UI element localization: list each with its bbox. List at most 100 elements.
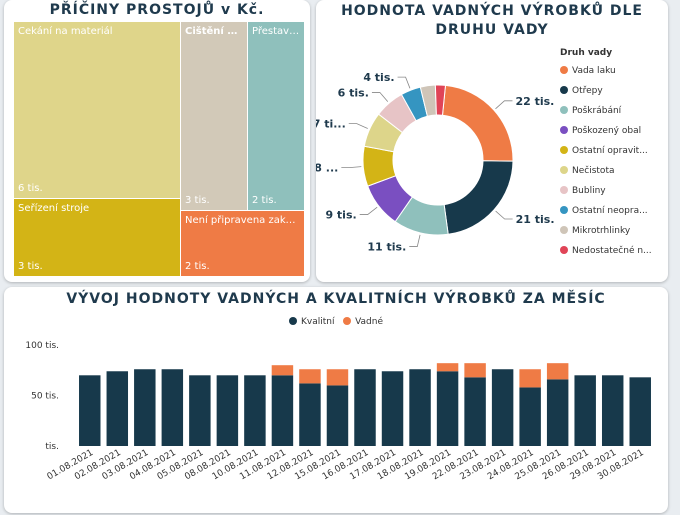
bar-kvalitni[interactable] xyxy=(436,371,459,446)
donut-slice[interactable] xyxy=(434,84,447,116)
treemap-tile[interactable]: Přestavb... 2 tis. xyxy=(248,22,304,210)
tile-label: Seřízení stroje xyxy=(18,203,90,214)
donut-title-line: HODNOTA VADNÝCH VÝROBKŮ DLE xyxy=(341,3,643,19)
y-tick-label: 100 tis. xyxy=(25,341,59,351)
treemap-tile[interactable]: Není připravena zakázk... 2 tis. xyxy=(181,211,304,276)
bar-kvalitni[interactable] xyxy=(546,379,569,446)
donut-legend-item[interactable]: Nedostatečné n... xyxy=(560,246,652,256)
bar-kvalitni[interactable] xyxy=(189,375,211,446)
y-tick-label: tis. xyxy=(45,442,59,452)
donut-data-label: 6 tis. xyxy=(338,87,369,100)
bar-kvalitni[interactable] xyxy=(519,387,541,446)
donut-title-line: DRUHU VADY xyxy=(435,22,549,38)
bar-kvalitni[interactable] xyxy=(244,375,266,446)
donut-leader-line xyxy=(495,100,513,110)
bar-vadne[interactable] xyxy=(546,363,569,380)
bar-vadne[interactable] xyxy=(326,369,349,386)
bar-kvalitni[interactable] xyxy=(106,371,129,446)
legend-dot xyxy=(288,317,297,325)
donut-data-label: 21 tis. xyxy=(516,213,555,226)
donut-legend-item[interactable]: Nečistota xyxy=(560,166,615,176)
donut-leader-line xyxy=(397,76,411,89)
donut-legend-item[interactable]: Mikrotrhlinky xyxy=(560,226,630,236)
donut-legend-item[interactable]: Ostatní opravit... xyxy=(560,146,648,156)
legend-label: Mikrotrhlinky xyxy=(572,226,631,236)
bar-kvalitni[interactable] xyxy=(326,385,349,446)
legend-label: Poškrábání xyxy=(572,106,622,116)
legend-dot xyxy=(560,66,568,74)
legend-dot xyxy=(560,206,568,214)
bar-kvalitni[interactable] xyxy=(464,377,486,446)
bar-chart: 100 tis.50 tis.tis.01.08.202102.08.20210… xyxy=(25,341,651,482)
legend-label: Ostatní neopra... xyxy=(572,206,648,216)
donut-data-label: 8 ... xyxy=(316,162,338,175)
bar-vadne[interactable] xyxy=(464,363,486,378)
bar-kvalitni[interactable] xyxy=(354,369,376,446)
donut-legend-item[interactable]: Poškozený obal xyxy=(560,126,641,136)
treemap-card: PŘÍČINY PROSTOJŮ v Kč. Čekání na materiá… xyxy=(4,0,310,282)
tile-label: Přestavb... xyxy=(252,26,300,37)
bar-vadne[interactable] xyxy=(299,369,321,384)
donut-leader-line xyxy=(495,210,513,220)
donut-chart: 22 tis. 21 tis. 11 tis. 9 tis. 8 ... 7 ti... 6… xyxy=(316,71,555,253)
legend-label: Kvalitní xyxy=(300,317,335,327)
tile-label: Čištění str... xyxy=(185,26,243,37)
bar-kvalitni[interactable] xyxy=(161,369,184,446)
treemap-tile[interactable]: Seřízení stroje 3 tis. xyxy=(14,199,180,276)
donut-leader-line xyxy=(348,123,368,129)
bar-legend: Kvalitní Vadné xyxy=(4,317,668,327)
bar-vadne[interactable] xyxy=(271,365,294,376)
bar-kvalitni[interactable] xyxy=(381,371,404,446)
treemap-tile[interactable]: Čekání na materiál 6 tis. xyxy=(14,22,180,198)
legend-label: Bubliny xyxy=(572,186,606,196)
tile-value: 2 tis. xyxy=(185,261,210,272)
bar-vadne[interactable] xyxy=(436,363,459,372)
bar-kvalitni[interactable] xyxy=(491,369,514,446)
bar-kvalitni[interactable] xyxy=(629,377,651,446)
donut-leader-line xyxy=(359,206,378,215)
donut-legend-item[interactable]: Otřepy xyxy=(560,86,603,96)
legend-dot xyxy=(560,106,568,114)
donut-data-label: 7 ti... xyxy=(316,118,346,131)
legend-dot xyxy=(343,317,352,325)
bar-vadne[interactable] xyxy=(519,369,541,388)
legend-dot xyxy=(560,246,568,254)
donut-title: HODNOTA VADNÝCH VÝROBKŮ DLE DRUHU VADY xyxy=(316,2,668,40)
bar-kvalitni[interactable] xyxy=(409,369,431,446)
donut-leader-line xyxy=(409,234,421,247)
tile-value: 3 tis. xyxy=(185,195,210,206)
treemap-tile[interactable]: Čištění str... 3 tis. xyxy=(181,22,247,210)
donut-legend-item[interactable]: Ostatní neopra... xyxy=(560,206,648,216)
legend-item-kvalitni[interactable]: Kvalitní xyxy=(288,317,335,327)
donut-legend-item[interactable]: Poškrábání xyxy=(560,106,621,116)
legend-label: Otřepy xyxy=(572,86,603,96)
legend-label: Vada laku xyxy=(572,66,616,76)
bar-kvalitni[interactable] xyxy=(601,375,624,446)
bar-kvalitni[interactable] xyxy=(574,375,596,446)
donut-legend-item[interactable]: Vada laku xyxy=(560,66,616,76)
donut-legend-title: Druh vady xyxy=(560,48,613,58)
legend-dot xyxy=(560,186,568,194)
donut-slice[interactable] xyxy=(441,84,514,162)
legend-dot xyxy=(560,226,568,234)
bar-kvalitni[interactable] xyxy=(216,375,239,446)
bar-card: VÝVOJ HODNOTY VADNÝCH A KVALITNÍCH VÝROB… xyxy=(4,287,668,513)
legend-dot xyxy=(560,126,568,134)
donut-leader-line xyxy=(341,166,362,169)
donut-legend-item[interactable]: Bubliny xyxy=(560,186,606,196)
y-tick-label: 50 tis. xyxy=(31,392,59,402)
tile-value: 6 tis. xyxy=(18,183,43,194)
donut-data-label: 22 tis. xyxy=(515,95,554,108)
donut-leader-line xyxy=(371,92,389,102)
legend-dot xyxy=(560,86,568,94)
legend-item-vadne[interactable]: Vadné xyxy=(343,317,383,327)
donut-slice[interactable] xyxy=(443,160,514,235)
tile-value: 3 tis. xyxy=(18,261,43,272)
bar-kvalitni[interactable] xyxy=(271,375,294,446)
bar-kvalitni[interactable] xyxy=(79,375,101,446)
legend-dot xyxy=(560,146,568,154)
legend-label: Ostatní opravit... xyxy=(572,146,648,156)
bar-kvalitni[interactable] xyxy=(299,383,321,446)
bar-kvalitni[interactable] xyxy=(134,369,156,446)
legend-label: Nečistota xyxy=(572,166,615,176)
